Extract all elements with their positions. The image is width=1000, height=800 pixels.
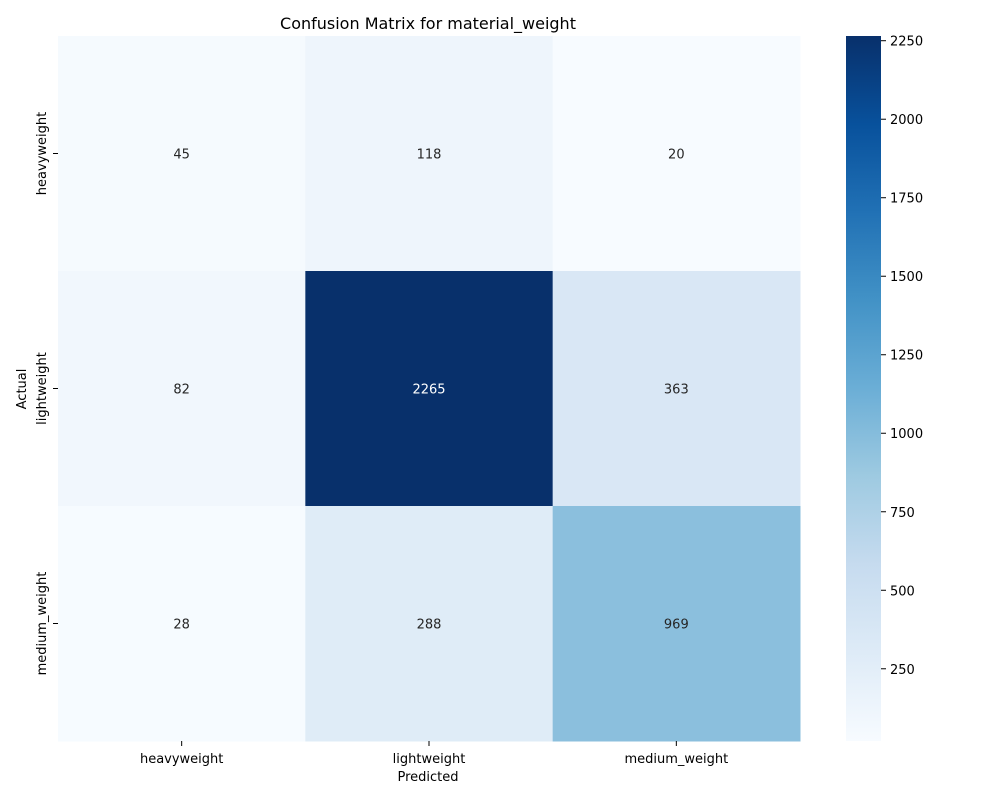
colorbar-tick-label: 500	[890, 584, 915, 599]
colorbar-tick-label: 1500	[890, 270, 923, 285]
y-tick-label: medium_weight	[35, 572, 50, 676]
colorbar-tick-label: 1250	[890, 349, 923, 364]
colorbar-tick-label: 1750	[890, 192, 923, 207]
heatmap-cell	[552, 271, 801, 507]
colorbar	[846, 36, 881, 741]
heatmap-cells	[58, 36, 801, 742]
x-axis-label: Predicted	[397, 770, 458, 785]
colorbar-tick-label: 750	[890, 506, 915, 521]
heatmap-cell	[58, 506, 306, 742]
colorbar-ticks: 250 500 750 1000 1250 1500 1750 2000 2250	[881, 35, 923, 678]
colorbar-tick-label: 2000	[890, 113, 923, 128]
y-axis-label: Actual	[15, 369, 30, 410]
heatmap-cell	[58, 36, 306, 272]
cell-value-label: 118	[417, 148, 442, 163]
x-tick-label: heavyweight	[140, 752, 223, 767]
cell-value-label: 363	[664, 383, 689, 398]
cell-value-label: 288	[417, 618, 442, 633]
chart-title: Confusion Matrix for material_weight	[280, 14, 576, 34]
x-tick-label: medium_weight	[624, 752, 728, 767]
colorbar-tick-label: 250	[890, 663, 915, 678]
heatmap-cell	[305, 271, 554, 507]
cell-value-label: 2265	[412, 383, 445, 398]
x-tick-label: lightweight	[393, 752, 466, 767]
heatmap-cell	[552, 506, 801, 742]
y-tick-label: heavyweight	[35, 112, 50, 195]
cell-value-label: 969	[664, 618, 689, 633]
heatmap-cell	[58, 271, 306, 507]
heatmap-cell-labels: 45 118 20 82 2265 363 28 288 969	[173, 148, 688, 633]
cell-value-label: 28	[173, 618, 190, 633]
cell-value-label: 82	[173, 383, 190, 398]
cell-value-label: 20	[668, 148, 685, 163]
colorbar-tick-label: 1000	[890, 427, 923, 442]
heatmap-cell	[552, 36, 801, 272]
colorbar-tick-label: 2250	[890, 35, 923, 50]
x-axis-ticks: heavyweight lightweight medium_weight	[140, 741, 728, 767]
cell-value-label: 45	[173, 148, 190, 163]
heatmap-cell	[305, 36, 554, 272]
heatmap-cell	[305, 506, 554, 742]
y-axis-ticks: heavyweight lightweight medium_weight	[35, 112, 58, 676]
y-tick-label: lightweight	[35, 352, 50, 425]
